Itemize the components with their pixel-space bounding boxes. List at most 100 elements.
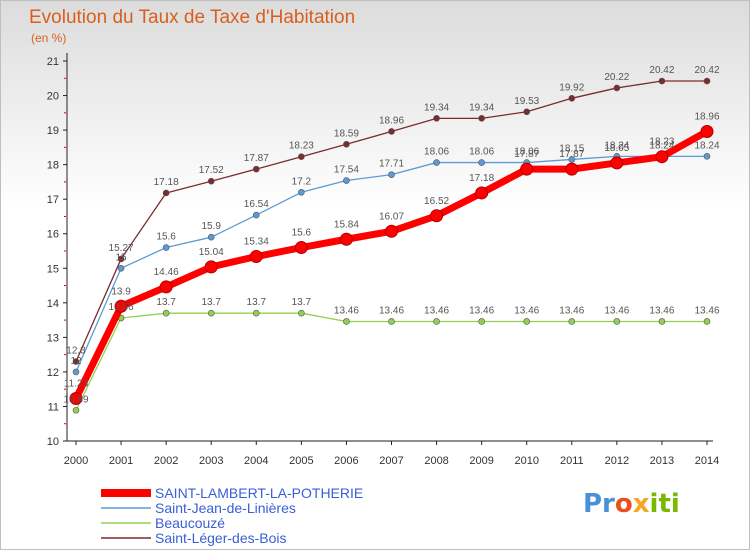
y-tick-label: 11 (48, 401, 59, 413)
series-0-data-label: 18.05 (604, 143, 629, 154)
series-1-data-label: 17.71 (379, 159, 404, 170)
x-tick-label: 2003 (199, 455, 223, 467)
series-3-point (478, 115, 485, 122)
series-1-data-label: 18.06 (469, 147, 494, 158)
series-1-data-label: 12 (70, 356, 82, 367)
series-2-line (75, 312, 707, 411)
y-tick-label: 13 (47, 332, 59, 344)
series-0-point (114, 299, 128, 313)
logo-part-1: Pr (583, 489, 615, 519)
series-3-point (568, 95, 576, 102)
series-0-data-label: 15.04 (199, 247, 224, 258)
series-2-point (252, 309, 260, 317)
series-0-point (655, 150, 669, 164)
series-3-point (523, 108, 531, 116)
series-3-data-label: 12.3 (66, 346, 86, 357)
series-0-point (475, 186, 489, 200)
series-2-point (207, 309, 215, 317)
series-1-data-label: 16.54 (244, 199, 269, 210)
series-1-point (207, 233, 215, 241)
series-3-point (252, 165, 260, 173)
x-tick-label: 2004 (244, 455, 268, 467)
series-1-point (72, 368, 80, 376)
series-2-point (298, 309, 305, 317)
series-2-data-label: 13.46 (559, 305, 584, 316)
legend-label-beaucouze: Beaucouzé (155, 514, 226, 531)
x-tick-label: 2006 (334, 455, 358, 467)
series-1-point (703, 153, 711, 160)
series-0-data-label: 17.18 (469, 173, 494, 184)
legend-swatch-beaucouze (101, 521, 151, 524)
y-tick-label: 12 (47, 367, 59, 379)
series-0-point (204, 260, 218, 274)
series-2-point (72, 406, 80, 414)
x-tick-label: 2012 (605, 455, 629, 467)
series-3-data-label: 18.59 (334, 128, 359, 139)
series-3-point (298, 153, 305, 160)
series-0-data-label: 15.84 (334, 219, 359, 230)
series-1-data-label: 15 (116, 252, 128, 263)
logo-part-2: o (614, 489, 633, 519)
legend-label-saint-jean: Saint-Jean-de-Linières (155, 499, 296, 516)
series-2 (72, 309, 711, 414)
series-2-data-label: 13.7 (201, 297, 221, 308)
legend-item-saint-lambert: SAINT-LAMBERT-LA-POTHERIE (101, 485, 363, 501)
series-3-point (658, 77, 666, 85)
legend-swatch-saint-jean (101, 506, 151, 509)
series-1-line (75, 155, 707, 373)
x-tick-label: 2008 (424, 455, 448, 467)
series-1-point (433, 159, 440, 166)
x-tick-label: 2002 (154, 455, 178, 467)
x-tick-label: 2005 (289, 455, 313, 467)
y-tick-label: 17 (47, 194, 59, 206)
series-3-point (72, 358, 80, 365)
series-1-data-label: 18.24 (649, 140, 674, 151)
series-lines (69, 77, 714, 414)
x-tick-label: 2013 (650, 455, 674, 467)
series-2-data-label: 13.46 (379, 305, 404, 316)
series-3-data-label: 19.34 (469, 102, 494, 113)
series-1-point (162, 244, 170, 251)
legend-label-saint-leger: Saint-Léger-des-Bois (155, 529, 287, 546)
series-1-point (298, 188, 305, 196)
legend-item-saint-leger: Saint-Léger-des-Bois (101, 529, 363, 546)
series-0-data-label: 17.87 (559, 149, 584, 160)
series-3-data-label: 15.27 (109, 243, 134, 254)
series-1-point (343, 177, 350, 184)
x-tick-label: 2001 (109, 455, 133, 467)
data-labels: 11.23 13.9 14.46 15.04 15.34 15.6 15.84 16.07 16… (63, 65, 719, 405)
series-3-point (207, 177, 215, 185)
legend-item-saint-jean: Saint-Jean-de-Linières (101, 499, 363, 516)
series-0-data-label: 16.07 (379, 211, 404, 222)
series-3-point (613, 84, 621, 92)
y-tick-label: 15 (47, 263, 59, 275)
series-3-point (388, 128, 395, 135)
legend-swatch-saint-leger (101, 536, 151, 539)
series-0-data-label: 15.6 (292, 228, 312, 239)
series-3-data-label: 17.52 (199, 165, 224, 176)
series-0 (69, 124, 714, 406)
series-1-data-label: 17.2 (292, 176, 312, 187)
series-0-point (610, 156, 624, 170)
x-tick-label: 2014 (695, 455, 719, 467)
series-1-data-label: 15.6 (156, 232, 176, 243)
series-2-data-label: 13.7 (156, 297, 176, 308)
y-tick-label: 18 (47, 160, 59, 172)
series-3-data-label: 19.92 (559, 82, 584, 93)
series-1-point (388, 171, 395, 178)
series-1-data-label: 15.9 (201, 221, 221, 232)
series-3-data-label: 20.42 (649, 65, 674, 76)
series-2-data-label: 13.46 (424, 305, 449, 316)
series-0-data-label: 16.52 (424, 196, 449, 207)
series-3-data-label: 18.96 (379, 115, 404, 126)
series-2-data-label: 13.56 (109, 302, 134, 313)
series-3-point (433, 115, 440, 122)
series-0-point (69, 392, 83, 406)
axes: 10 11 12 13 14 15 16 17 18 19 20 21 2000 2001 2002 2003… (47, 53, 719, 467)
series-3-data-label: 19.53 (514, 96, 539, 107)
series-2-point (478, 318, 485, 325)
series-2-point (523, 318, 531, 325)
chart-title: Evolution du Taux de Taxe d'Habitation (29, 7, 356, 28)
